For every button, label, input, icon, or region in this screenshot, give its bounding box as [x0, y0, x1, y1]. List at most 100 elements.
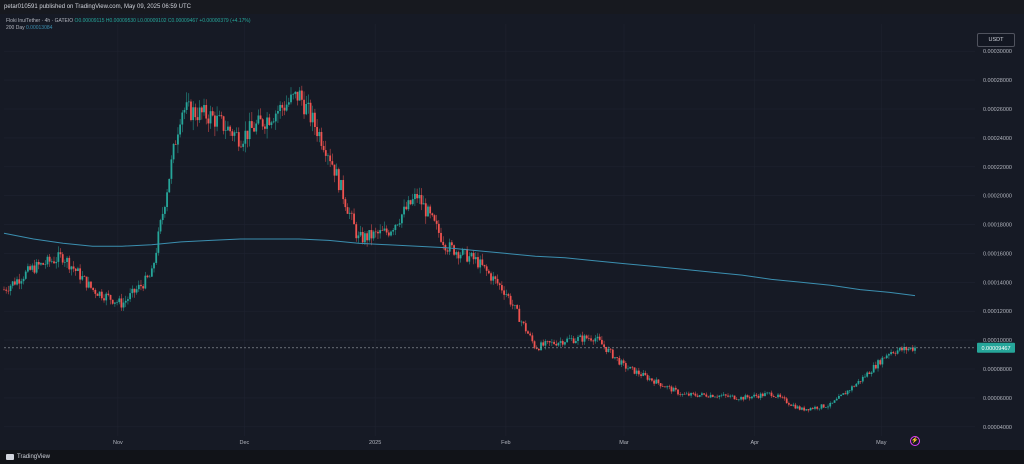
candle-body [170, 159, 173, 179]
candle-body [705, 394, 708, 397]
candle-body [883, 357, 886, 359]
candle-body [522, 321, 525, 324]
candle-body [77, 268, 79, 271]
candle-body [309, 102, 312, 123]
candle-body [37, 261, 40, 265]
grid-lines [4, 24, 975, 436]
candle-body [500, 285, 503, 291]
candle-body [605, 346, 608, 353]
candle-body [257, 115, 260, 124]
candle-body [27, 266, 29, 272]
candle-body [59, 252, 62, 255]
candle-body [833, 400, 836, 403]
tradingview-logo-text: TradingView [17, 454, 51, 460]
candle-body [240, 146, 242, 148]
candle-body [194, 107, 197, 118]
candle-body [601, 339, 603, 345]
candle-body [13, 281, 16, 285]
candle-body [461, 249, 464, 255]
last-price-tag-text: 0.00009467 [981, 346, 1010, 352]
candle-body [35, 261, 38, 273]
x-tick-label: Apr [750, 440, 759, 446]
price-chart-svg[interactable]: 0.00030000 0.00028000 0.00026000 0.00024000… [0, 14, 1024, 450]
flash-icon[interactable]: ⚡ [910, 436, 920, 446]
candle-body [557, 342, 560, 346]
candle-body [53, 261, 55, 264]
candle-body [907, 348, 910, 351]
candle-body [542, 342, 545, 346]
ohlc-change: +0.00000379 (+4.17%) [199, 18, 251, 24]
candle-body [287, 102, 290, 105]
candle-body [874, 364, 877, 369]
candle-body [655, 379, 658, 384]
candle-body [890, 352, 892, 355]
candle-body [496, 278, 499, 284]
candle-body [66, 257, 68, 263]
chart-area[interactable]: 0.00030000 0.00028000 0.00026000 0.00024000… [0, 14, 1024, 450]
y-tick-label: 0.00016000 [983, 251, 1012, 257]
candle-body [477, 257, 479, 268]
candle-body [566, 338, 569, 343]
candle-body [618, 358, 621, 365]
candle-body [213, 115, 216, 127]
candle-body [807, 409, 810, 411]
candle-body [614, 357, 616, 359]
candle-body [872, 364, 875, 373]
candle-body [372, 231, 375, 239]
y-tick-label: 0.00026000 [983, 107, 1012, 113]
candle-body [411, 199, 414, 205]
candle-body [487, 270, 490, 274]
candle-body [768, 392, 771, 394]
candle-body [96, 293, 99, 296]
candle-body [433, 215, 436, 221]
candle-body [337, 169, 340, 191]
candle-body [16, 279, 18, 285]
candle-body [248, 121, 251, 140]
candle-body [250, 121, 253, 128]
candle-body [711, 394, 714, 397]
candle-body [787, 403, 790, 405]
candle-body [450, 242, 453, 246]
ma-label: 200 Day [6, 25, 25, 31]
candle-body [133, 288, 136, 293]
candle-body [653, 380, 655, 384]
candle-body [390, 231, 392, 236]
y-tick-label: 0.00028000 [983, 78, 1012, 84]
candle-body [335, 169, 338, 176]
candle-body [318, 131, 321, 137]
candle-body [218, 115, 221, 116]
publish-info: petar010591 published on TradingView.com… [4, 4, 192, 10]
candle-body [737, 399, 740, 401]
candle-body [870, 372, 873, 375]
candle-body [414, 193, 416, 200]
candle-body [727, 395, 729, 397]
candle-body [227, 126, 229, 131]
candle-body [424, 203, 427, 217]
candle-body [187, 101, 190, 103]
candle-body [514, 305, 516, 306]
candle-body [518, 308, 521, 322]
candle-body [70, 266, 73, 270]
candle-body [824, 407, 827, 408]
candle-body [724, 394, 727, 396]
candle-body [731, 395, 734, 397]
candle-body [157, 231, 160, 253]
candle-body [46, 256, 49, 265]
candle-body [644, 372, 647, 376]
candle-body [200, 107, 203, 113]
currency-button[interactable]: USDT [977, 33, 1015, 47]
candle-body [635, 370, 638, 374]
candle-body [468, 256, 471, 262]
candle-body [3, 289, 5, 291]
candle-body [85, 276, 88, 288]
candle-body [361, 231, 364, 243]
candle-body [281, 104, 284, 108]
candle-body [394, 224, 397, 231]
candle-body [11, 281, 14, 286]
candle-body [505, 294, 508, 295]
y-tick-label: 0.00018000 [983, 223, 1012, 229]
candle-body [222, 116, 225, 131]
candle-body [679, 394, 682, 395]
x-tick-label: Dec [240, 440, 250, 446]
